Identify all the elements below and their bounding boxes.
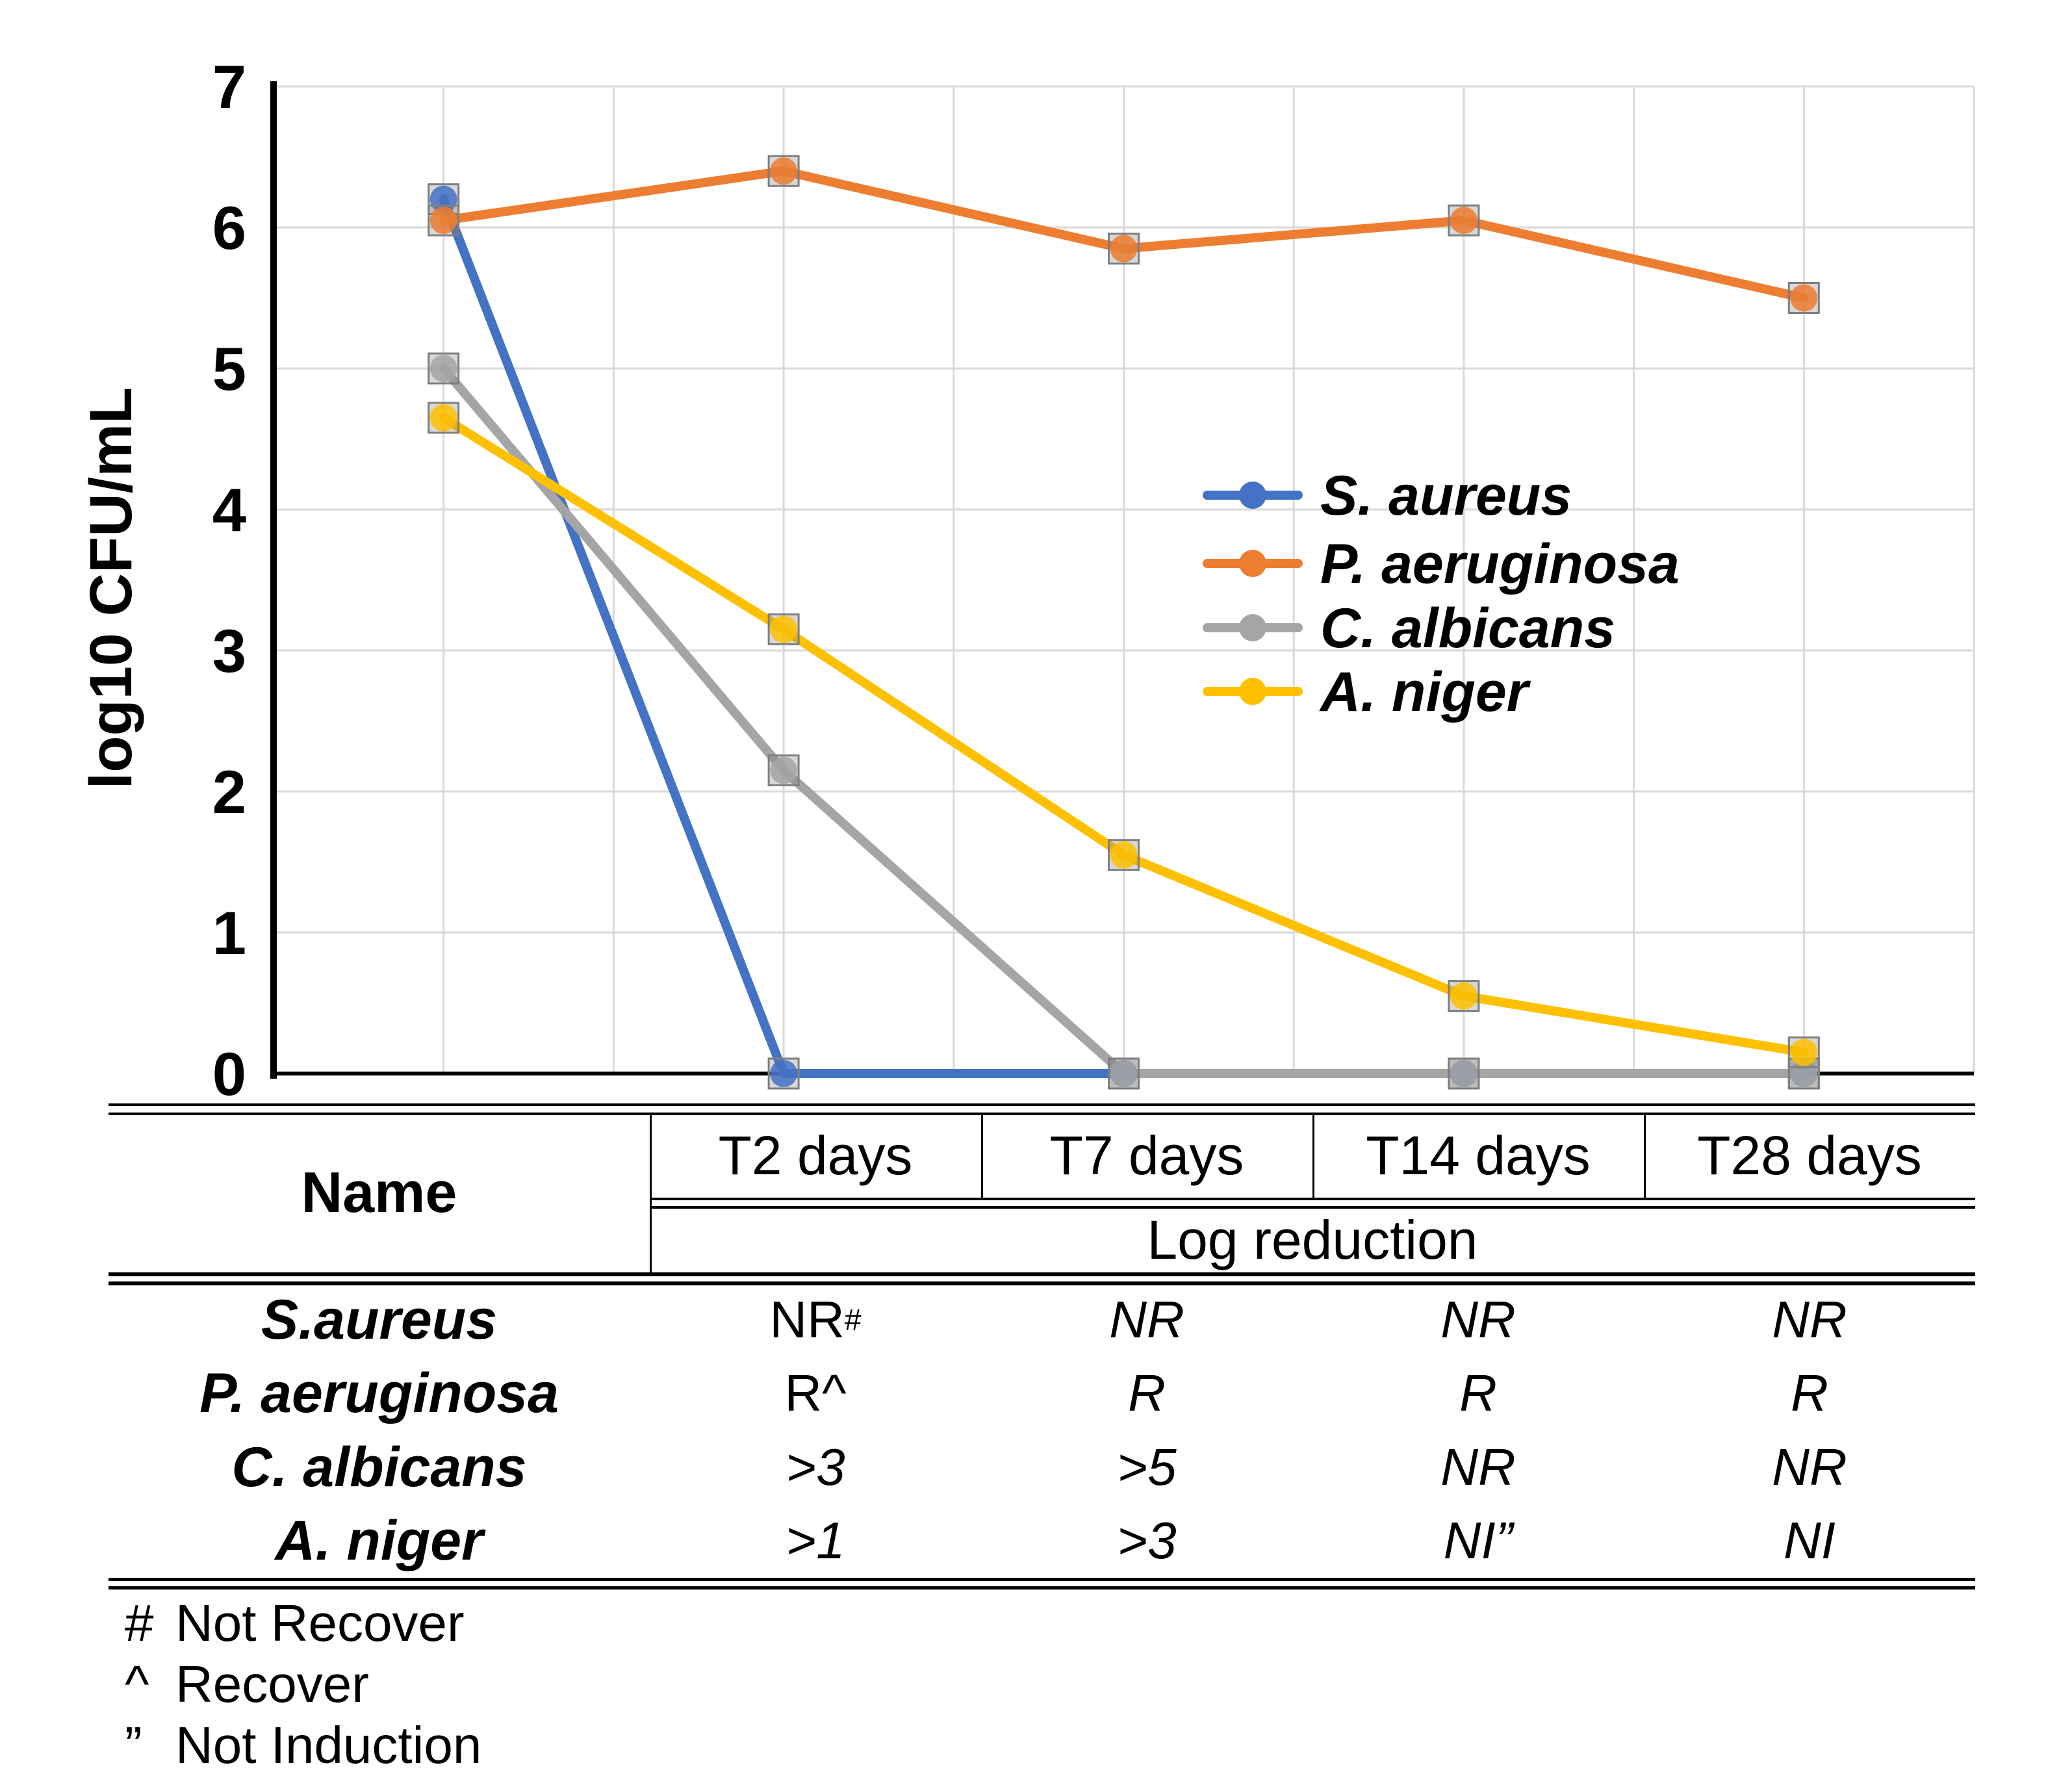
- data-point-marker: [1450, 982, 1477, 1010]
- legend-item: A. niger: [1203, 661, 1531, 723]
- footnotes: # Not Recover ^ Recover ” Not Induction: [125, 1593, 481, 1776]
- y-tick-label: 2: [212, 758, 246, 826]
- footnote: ^ Recover: [125, 1654, 481, 1716]
- table-rule: [109, 1586, 1975, 1589]
- table-rule: [650, 1206, 1975, 1209]
- legend-label: A. niger: [1319, 661, 1531, 723]
- footnote-symbol: ”: [125, 1716, 142, 1774]
- footnote-text: Not Recover: [175, 1594, 465, 1652]
- table-cell: NR: [1109, 1290, 1184, 1348]
- table-cell: NR: [1440, 1290, 1516, 1348]
- table-cell: >1: [786, 1512, 845, 1570]
- table-cell: NI”: [1443, 1512, 1513, 1570]
- chart-gridlines: [274, 85, 1975, 1074]
- y-tick-label: 4: [212, 476, 246, 544]
- chart-markers: [428, 155, 1820, 1090]
- y-tick-label: 0: [212, 1040, 246, 1105]
- data-point-marker: [1110, 235, 1138, 263]
- legend-item: C. albicans: [1203, 597, 1615, 660]
- y-tick-label: 5: [212, 335, 246, 403]
- table-rule: [109, 1113, 1975, 1115]
- data-point-marker: [770, 756, 798, 784]
- data-point-marker: [1450, 1060, 1477, 1087]
- data-point-marker: [1110, 1060, 1138, 1087]
- data-point-marker: [770, 615, 798, 643]
- table-column-rule: [1312, 1113, 1314, 1198]
- table-cell: >5: [1117, 1437, 1177, 1496]
- data-point-marker: [429, 207, 457, 235]
- data-point-marker: [1450, 207, 1477, 235]
- y-axis-ticks: 0 1 2 3 4 5 6 7: [212, 53, 246, 1105]
- y-axis-title: log10 CFU/mL: [78, 387, 144, 789]
- data-point-marker: [1790, 1038, 1818, 1066]
- footnote: ” Not Induction: [125, 1716, 481, 1776]
- column-header: T2 days: [718, 1124, 913, 1186]
- table-row-name: P. aeruginosa: [199, 1362, 559, 1425]
- table-column-rule: [1644, 1113, 1646, 1198]
- footnote: # Not Recover: [125, 1593, 481, 1654]
- y-tick-label: 6: [212, 194, 246, 262]
- y-tick-label: 3: [212, 617, 246, 685]
- legend-label: P. aeruginosa: [1320, 533, 1680, 595]
- footnote-symbol: #: [125, 1594, 154, 1652]
- data-point-marker: [429, 355, 457, 382]
- table-rule: [109, 1281, 1975, 1285]
- table-cell: NR: [1772, 1290, 1847, 1348]
- footnote-symbol: ^: [125, 1655, 149, 1713]
- table-rule: [109, 1272, 1975, 1276]
- column-header: T28 days: [1697, 1124, 1922, 1186]
- table-column-rule: [650, 1113, 652, 1272]
- table-row-name: S.aureus: [261, 1288, 498, 1351]
- column-header: T14 days: [1366, 1124, 1591, 1186]
- table-cell: R: [1128, 1364, 1166, 1422]
- table-row-name: C. albicans: [231, 1435, 527, 1499]
- footnote-text: Recover: [175, 1655, 369, 1713]
- legend-marker: [1239, 678, 1266, 705]
- table-rule: [109, 1103, 1975, 1106]
- footnote-text: Not Induction: [175, 1716, 482, 1774]
- y-tick-label: 1: [212, 899, 246, 967]
- table-cell: >3: [1117, 1512, 1177, 1570]
- table-rule: [109, 1578, 1975, 1581]
- table-row-name: A. niger: [275, 1510, 483, 1573]
- data-point-marker: [770, 157, 798, 185]
- table-cell: NI: [1784, 1512, 1835, 1570]
- data-point-marker: [1790, 284, 1818, 312]
- legend-marker: [1239, 482, 1266, 509]
- data-point-marker: [429, 404, 457, 431]
- table-cell: R: [1459, 1364, 1497, 1422]
- table-column-rule: [981, 1113, 983, 1198]
- legend-label: S. aureus: [1320, 465, 1572, 527]
- data-point-marker: [770, 1060, 798, 1087]
- table-cell: NR: [1440, 1437, 1516, 1496]
- legend-marker: [1239, 550, 1266, 577]
- table-header-name: Name: [301, 1160, 457, 1224]
- legend-item: S. aureus: [1203, 465, 1572, 527]
- table-rule: [650, 1198, 1975, 1200]
- data-point-marker: [1110, 841, 1138, 869]
- table-cell: NR: [1772, 1437, 1847, 1496]
- column-header: T7 days: [1049, 1124, 1244, 1186]
- table-cell: >3: [786, 1437, 845, 1496]
- legend-label: C. albicans: [1320, 597, 1615, 660]
- table-header-log-reduction: Log reduction: [1147, 1209, 1478, 1270]
- y-tick-label: 7: [212, 53, 246, 121]
- legend-item: P. aeruginosa: [1203, 533, 1680, 595]
- legend-marker: [1239, 614, 1266, 641]
- table-cell: NR #: [769, 1290, 862, 1348]
- table-cell: R: [1791, 1364, 1828, 1422]
- table-cell: R^: [784, 1364, 847, 1422]
